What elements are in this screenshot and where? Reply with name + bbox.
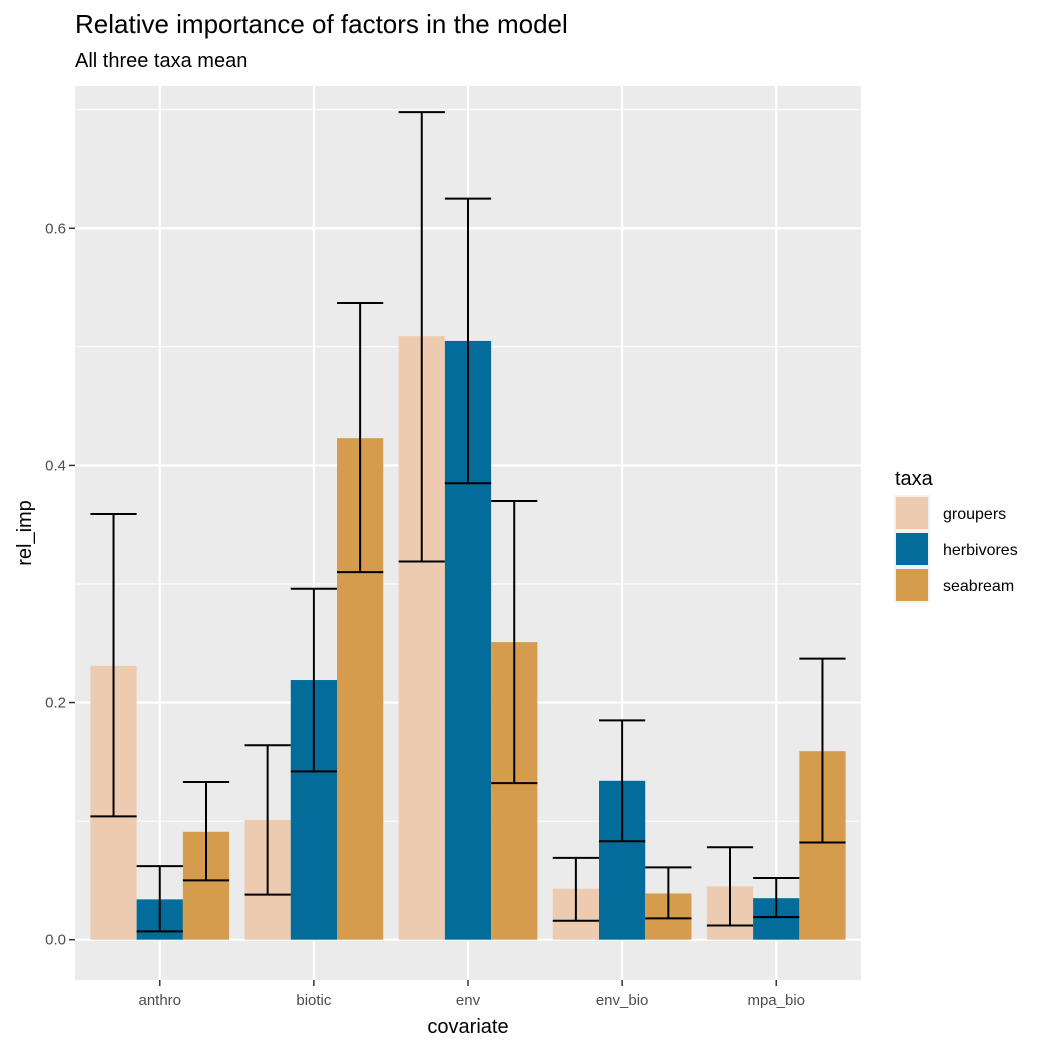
legend-label: groupers [943,506,1006,523]
legend: taxa groupers herbivores seabream [894,468,1018,603]
errorbar-seabream-anthro [182,780,230,882]
x-axis: anthro biotic env env_bio mpa_bio [138,980,805,1009]
errorbar-seabream-env [491,499,538,785]
errorbar-groupers-env [398,111,445,563]
legend-item-herbivores: herbivores [894,531,1018,567]
x-tick-label: biotic [296,992,332,1009]
chart-subtitle: All three taxa mean [75,50,247,72]
errorbar-herbivores-env [444,197,492,485]
errorbar-herbivores-mpa_bio [753,877,800,919]
x-tick-label: env_bio [596,992,649,1009]
x-tick-label: anthro [138,992,181,1009]
x-tick-label: mpa_bio [747,992,805,1009]
legend-label: seabream [943,578,1014,595]
chart-title: Relative importance of factors in the mo… [75,9,568,39]
y-tick-label: 0.6 [45,220,66,237]
errorbar-groupers-mpa_bio [706,846,754,927]
x-axis-title: covariate [427,1016,508,1038]
legend-item-groupers: groupers [894,495,1006,531]
errorbar-groupers-biotic [244,744,291,896]
y-tick-label: 0.0 [45,932,66,949]
x-tick-label: env [456,992,481,1009]
legend-swatch [896,533,928,565]
y-axis-title: rel_imp [14,500,36,566]
errorbar-herbivores-anthro [136,865,183,933]
legend-item-seabream: seabream [894,567,1014,603]
legend-swatch [896,569,928,601]
legend-swatch [896,497,928,529]
error-bars [90,111,846,933]
errorbar-herbivores-env_bio [599,719,646,843]
errorbar-seabream-env_bio [645,866,692,920]
legend-label: herbivores [943,542,1018,559]
y-tick-label: 0.4 [45,457,66,474]
errorbar-seabream-biotic [337,301,384,574]
legend-title: taxa [895,468,934,490]
errorbar-groupers-anthro [90,513,137,818]
errorbar-herbivores-biotic [290,587,337,773]
errorbar-groupers-env_bio [552,856,599,922]
y-tick-label: 0.2 [45,695,66,712]
errorbar-seabream-mpa_bio [799,657,846,844]
y-axis: 0.0 0.2 0.4 0.6 [45,220,75,949]
